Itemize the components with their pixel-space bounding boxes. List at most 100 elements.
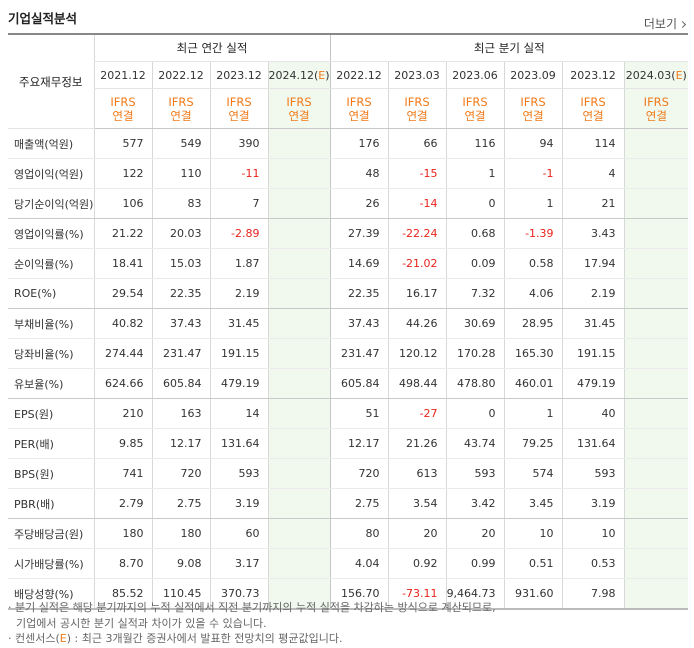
table-cell: 14 [209,398,268,429]
table-cell: 180 [93,518,152,549]
table-cell: 7.32 [445,278,505,309]
ifrs-label: IFRS [580,94,606,109]
row-label: PER(배) [8,428,94,459]
table-cell: 22.35 [329,278,389,309]
period-text: 2024.03( [625,68,676,82]
period-header: 2023.03 [387,61,447,89]
table-cell [267,428,331,459]
table-cell: 106 [93,188,152,219]
footnote-2-suffix: ) : 최근 3개월간 증권사에서 발표한 전망치의 평균값입니다. [66,632,343,645]
estimate-marker: E [675,68,683,82]
table-row: 유보율(%) 624.66 605.84 479.19 605.84 498.44 478.… [8,368,689,399]
table-cell: 720 [329,458,389,489]
table-cell: 498.44 [387,368,447,399]
table-cell [623,128,689,159]
row-label: EPS(원) [8,398,94,429]
table-cell: 3.42 [445,488,505,519]
footnote-2-prefix: · 컨센서스( [8,632,60,645]
consolidated-label: 연결 [112,108,134,123]
ifrs-label: IFRS [520,94,546,109]
table-row: 영업이익률(%) 21.22 20.03 -2.89 27.39 -22.24 0.68 -1… [8,218,689,249]
table-cell: 26 [329,188,389,219]
table-cell: 156.70 [329,578,389,610]
table-cell: 3.19 [561,488,625,519]
table-row: 배당성향(%) 85.52 110.45 370.73 156.70 -73.11 9,46… [8,578,689,610]
table-cell: 0.92 [387,548,447,579]
row-label: 유보율(%) [8,368,94,399]
table-cell: 0.58 [503,248,563,279]
table-cell: 231.47 [329,338,389,369]
table-cell [623,398,689,429]
table-cell [267,158,331,189]
table-cell: 30.69 [445,308,505,339]
table-cell: 85.52 [93,578,152,610]
period-header: 2023.12 [561,61,625,89]
table-cell: 370.73 [209,578,268,610]
table-cell: 9.85 [93,428,152,459]
row-label: BPS(원) [8,458,94,489]
period-header: 2024.03(E) [623,61,689,89]
table-cell: 83 [151,188,210,219]
table-cell: 20.03 [151,218,210,249]
table-cell: 27.39 [329,218,389,249]
table-cell [267,218,331,249]
more-link[interactable]: 더보기 [644,15,687,32]
section-title: 기업실적분석 [8,11,78,26]
table-cell: 3.19 [209,488,268,519]
ifrs-badge: IFRS 연결 [503,88,563,129]
table-cell [267,368,331,399]
row-label: ROE(%) [8,278,94,309]
ifrs-badge: IFRS 연결 [623,88,689,129]
table-cell: 176 [329,128,389,159]
table-cell: 165.30 [503,338,563,369]
ifrs-badge: IFRS 연결 [561,88,625,129]
table-cell: 3.45 [503,488,563,519]
table-cell: 163 [151,398,210,429]
table-cell: 48 [329,158,389,189]
ifrs-label: IFRS [462,94,488,109]
table-cell [267,578,331,610]
footnote-2: · 컨센서스(E) : 최근 3개월간 증권사에서 발표한 전망치의 평균값입니… [8,631,496,647]
table-cell: 51 [329,398,389,429]
consolidated-label: 연결 [348,108,370,123]
table-row: 당기순이익(억원) 106 83 7 26 -14 0 1 21 [8,188,689,219]
table-cell [623,308,689,339]
table-cell [267,308,331,339]
row-label: 당좌비율(%) [8,338,94,369]
table-cell: 37.43 [329,308,389,339]
table-cell: 22.35 [151,278,210,309]
table-row: 시가배당률(%) 8.70 9.08 3.17 4.04 0.92 0.99 0.51 0.53 [8,548,689,579]
table-cell: 17.94 [561,248,625,279]
table-cell: 16.17 [387,278,447,309]
table-cell: 613 [387,458,447,489]
table-cell [623,548,689,579]
ifrs-label: IFRS [168,94,194,109]
table-row: PBR(배) 2.79 2.75 3.19 2.75 3.54 3.42 3.45 3.19 [8,488,689,519]
table-cell: 110 [151,158,210,189]
consolidated-label: 연결 [406,108,428,123]
table-cell [267,128,331,159]
table-cell: 43.74 [445,428,505,459]
table-cell: 1 [503,398,563,429]
period-text: 2024.12( [268,68,319,82]
table-cell: 2.19 [209,278,268,309]
table-row: 영업이익(억원) 122 110 -11 48 -15 1 -1 4 [8,158,689,189]
table-cell: 80 [329,518,389,549]
table-cell: 478.80 [445,368,505,399]
table-cell: 122 [93,158,152,189]
chevron-right-icon [678,20,687,29]
table-cell: 191.15 [209,338,268,369]
consolidated-label: 연결 [522,108,544,123]
table-cell [267,338,331,369]
table-cell [623,218,689,249]
table-cell: 131.64 [561,428,625,459]
table-cell [623,518,689,549]
table-cell: 4.06 [503,278,563,309]
table-cell: -15 [387,158,447,189]
financial-table: 주요재무정보 최근 연간 실적 최근 분기 실적 2021.12 2022.12 2… [8,33,689,610]
row-label: 부채비율(%) [8,308,94,339]
table-cell: 210 [93,398,152,429]
table-cell: 605.84 [151,368,210,399]
table-cell: 12.17 [329,428,389,459]
table-cell: 21.26 [387,428,447,459]
